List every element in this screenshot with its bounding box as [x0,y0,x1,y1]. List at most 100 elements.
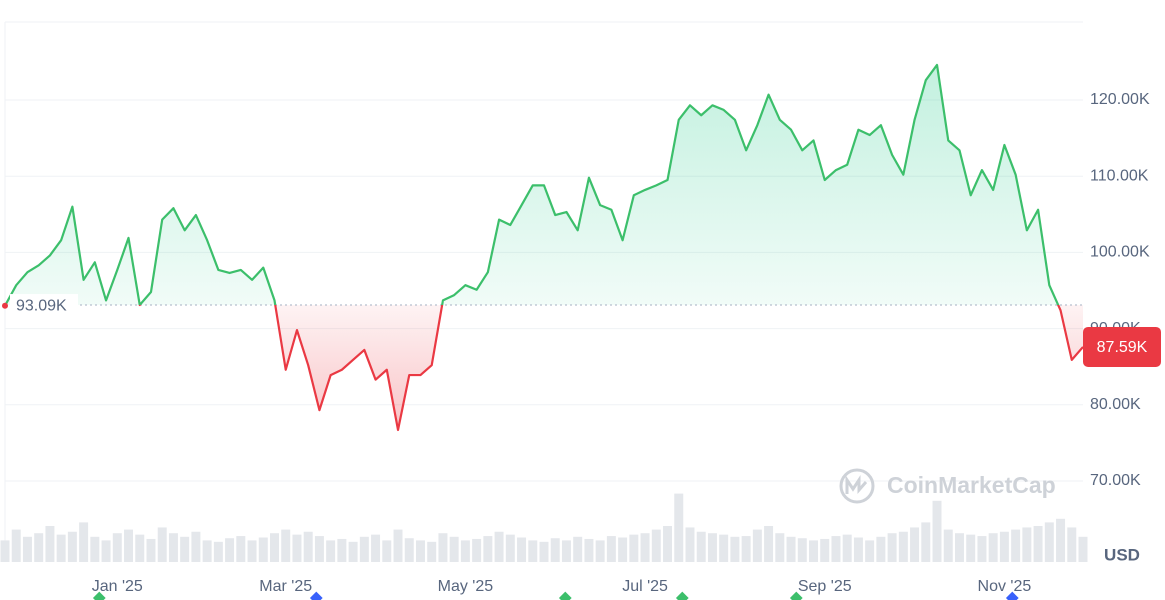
volume-bar [1022,527,1032,562]
volume-bar [719,534,729,562]
volume-bar [292,534,302,562]
volume-bar [0,540,10,562]
x-tick-label: Mar '25 [259,578,312,595]
x-tick-label: Nov '25 [978,578,1032,595]
event-marker [558,591,572,600]
watermark: CoinMarketCap [839,468,1056,504]
volume-bar [449,536,459,562]
volume-bar [67,531,77,562]
x-tick-label: Sep '25 [798,578,852,595]
volume-bar [876,536,886,562]
volume-bar [707,533,717,562]
y-tick-label: 110.00K [1090,167,1149,184]
volume-bar [90,536,100,562]
volume-bar [966,534,976,562]
watermark-text: CoinMarketCap [887,472,1056,498]
event-markers [92,591,1019,600]
volume-bar [258,537,268,562]
volume-bar [887,533,897,562]
volume-bar [640,533,650,562]
volume-bar [999,531,1009,562]
volume-bar [236,536,246,562]
volume-bar [415,540,425,562]
x-tick-label: Jul '25 [622,578,668,595]
volume-bar [865,540,875,562]
volume-bar [371,534,381,562]
event-marker [675,591,689,600]
volume-bar [56,534,66,562]
current-price-tag [1083,326,1161,367]
volume-bar [157,527,167,562]
volume-bar [528,540,538,562]
volume-bar [898,531,908,562]
volume-bar [730,536,740,562]
volume-bar [561,540,571,562]
volume-bar [741,536,751,562]
event-marker [789,591,803,600]
volume-bar [786,536,796,562]
volume-bar [764,526,774,562]
volume-bar [977,536,987,562]
volume-bar [685,527,695,562]
volume-bar [247,540,257,562]
volume-bar [910,527,920,562]
volume-bar [595,540,605,562]
volume-bar [281,529,291,562]
volume-bar [404,538,414,562]
volume-bar [1067,527,1077,562]
current-price-label: 87.59K [1097,339,1148,356]
volume-bar [393,529,403,562]
volume-bar [932,500,942,562]
volume-bar [797,538,807,562]
volume-bar [382,540,392,562]
volume-bar [168,533,178,562]
watermark-logo [839,468,875,504]
volume-bar [326,540,336,562]
volume-bar [34,533,44,562]
event-marker [1005,591,1019,600]
currency-label: USD [1104,545,1140,564]
volume-bar [921,522,931,562]
volume-bar [180,536,190,562]
volume-bar [674,493,684,562]
volume-bar [191,531,201,562]
volume-bar [752,529,762,562]
volume-bar [202,540,212,562]
volume-bar [696,531,706,562]
volume-bar [101,540,111,562]
y-tick-label: 70.00K [1090,472,1141,489]
volume-bar [337,538,347,562]
y-tick-label: 100.00K [1090,244,1150,261]
volume-bar [550,538,560,562]
volume-bar [539,541,549,562]
volume-bar [1033,526,1043,562]
volume-bar [618,537,628,562]
volume-bar [45,526,55,562]
volume-bar [11,529,21,562]
volume-bar [146,538,156,562]
y-tick-label: 120.00K [1090,91,1150,108]
volume-bar [483,536,493,562]
volume-bar [314,536,324,562]
volume-bar [853,537,863,562]
volume-bar [629,534,639,562]
volume-bar [505,534,515,562]
volume-bar [79,522,89,562]
volume-bar [584,538,594,562]
volume-bar [1078,536,1088,562]
volume-bar [460,540,470,562]
volume-bar [1056,518,1066,562]
baseline-label: 93.09K [16,297,67,314]
volume-bar [112,533,122,562]
watermark-logo-mark [845,475,868,494]
volume-bar [124,529,134,562]
volume-bar [303,531,313,562]
volume-bar [573,536,583,562]
volume-bar [517,537,527,562]
volume-bar [809,540,818,562]
price-line-up [4,63,1060,306]
volume-bar [842,534,852,562]
volume-bar [943,529,953,562]
